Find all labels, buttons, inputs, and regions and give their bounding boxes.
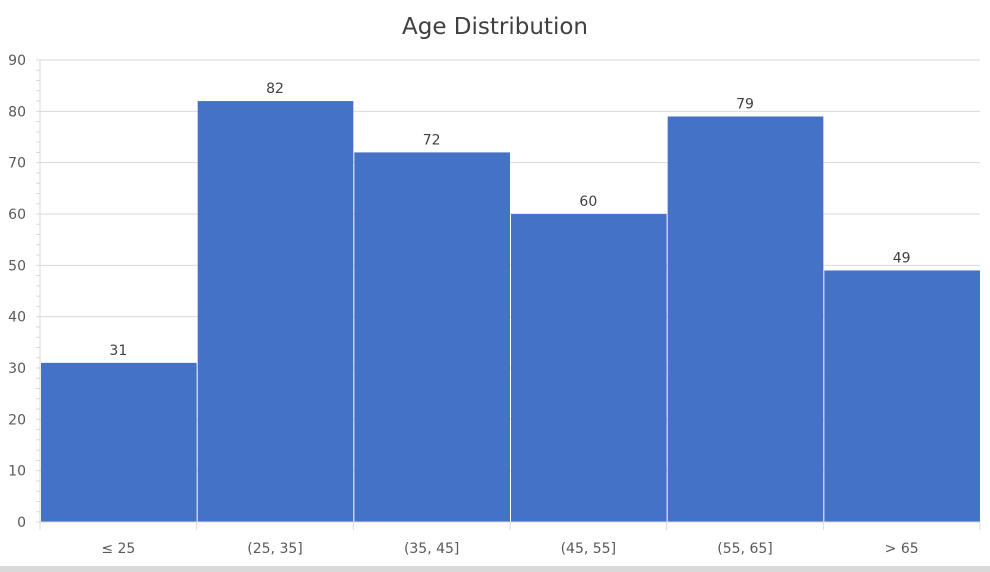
axes xyxy=(36,59,981,530)
y-tick-label: 50 xyxy=(8,258,26,274)
data-label: 60 xyxy=(579,194,597,210)
chart-title: Age Distribution xyxy=(402,14,588,40)
x-tick-label: (55, 65] xyxy=(717,541,772,557)
x-tick-label: > 65 xyxy=(885,541,919,557)
x-tick-label: (45, 55] xyxy=(561,541,616,557)
y-tick-label: 90 xyxy=(8,53,26,69)
data-label: 79 xyxy=(736,96,754,112)
y-tick-label: 20 xyxy=(8,412,26,428)
y-tick-label: 0 xyxy=(17,515,26,531)
y-tick-label: 30 xyxy=(8,361,26,377)
data-label: 82 xyxy=(266,81,284,97)
bar-5 xyxy=(824,270,980,522)
y-tick-label: 40 xyxy=(8,310,26,326)
bar-3 xyxy=(511,214,667,522)
y-tick-label: 10 xyxy=(8,464,26,480)
x-tick-label: ≤ 25 xyxy=(101,541,135,557)
bar-1 xyxy=(197,101,354,523)
y-tick-label: 80 xyxy=(8,104,26,120)
x-tick-label: (35, 45] xyxy=(404,541,459,557)
x-tick-label: (25, 35] xyxy=(247,541,302,557)
data-label: 31 xyxy=(109,343,127,359)
labels: 0 10 20 30 40 50 60 70 80 90 31 ≤ 25 82 (25, 35] 72 (35… xyxy=(8,53,918,557)
data-label: 72 xyxy=(423,132,441,148)
bars xyxy=(41,101,980,523)
data-label: 49 xyxy=(893,250,911,266)
y-tick-label: 70 xyxy=(8,156,26,172)
bar-0 xyxy=(41,362,197,522)
y-tick-label: 60 xyxy=(8,207,26,223)
bottom-scroll-strip xyxy=(0,566,990,572)
bar-4 xyxy=(667,116,824,522)
bar-2 xyxy=(354,152,510,522)
